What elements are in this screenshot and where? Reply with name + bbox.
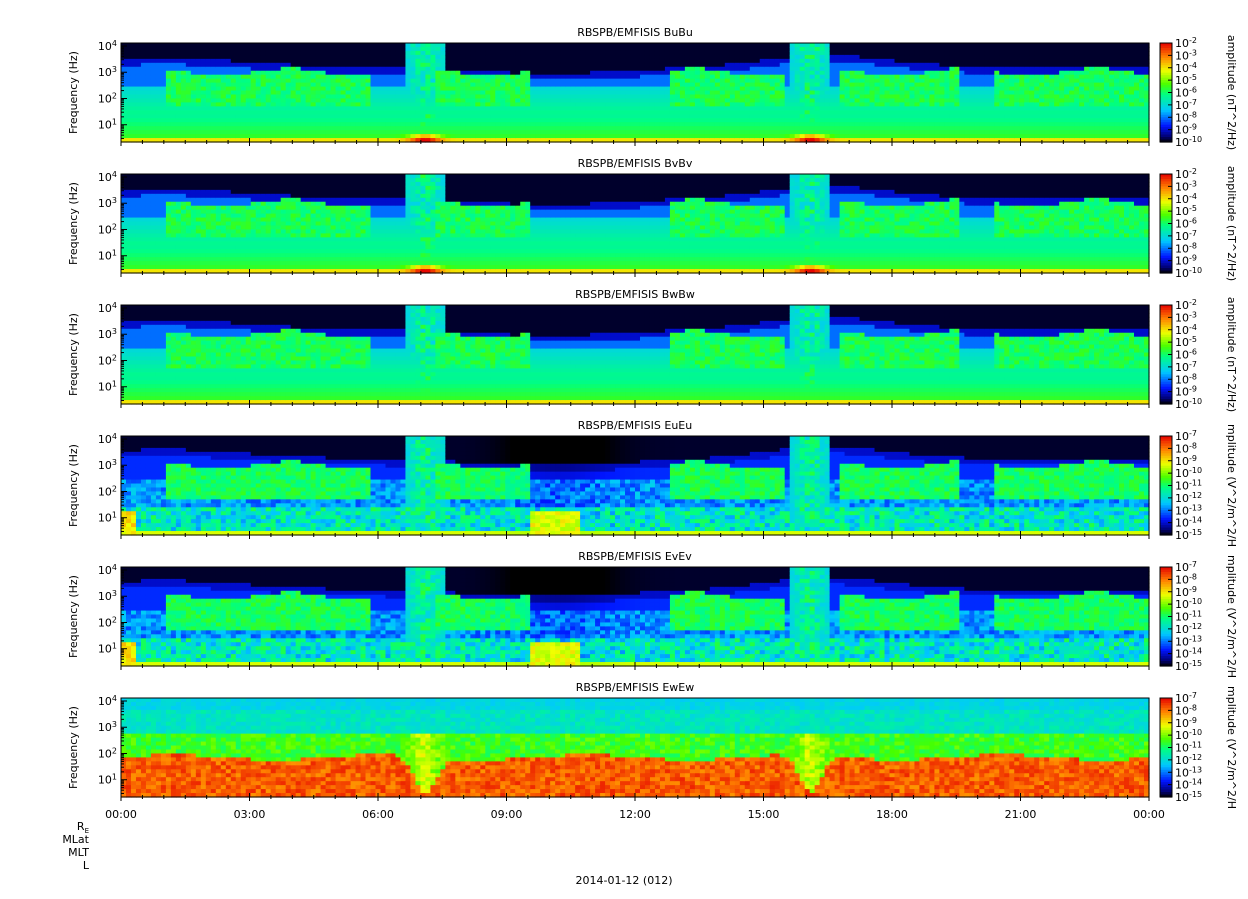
x-tick-label: 21:00 (1005, 808, 1037, 821)
colorbar-label: amplitude (nT^2/Hz) (1225, 35, 1238, 150)
y-tick-label: 102 (98, 91, 117, 105)
y-tick-label: 101 (98, 773, 117, 787)
colorbar-tick-label: 10-10 (1175, 397, 1202, 411)
spectrogram-heatmap (121, 698, 1150, 798)
colorbar-label: mplitude (V^2/m^2/H (1225, 424, 1238, 547)
panel-title: RBSPB/EMFISIS EwEw (576, 681, 694, 694)
panel-4: RBSPB/EMFISIS EuEu Frequency (Hz) 101 102 10… (67, 419, 1238, 547)
y-axis-label: Frequency (Hz) (67, 182, 80, 265)
y-tick-label: 101 (98, 249, 117, 263)
y-tick-label: 102 (98, 615, 117, 629)
date-label: 2014-01-12 (012) (0, 874, 1248, 887)
y-axis-label: Frequency (Hz) (67, 444, 80, 527)
colorbar: 10-710-810-910-1010-1110-1210-1310-1410-… (1160, 424, 1238, 547)
colorbar-label: mplitude (V^2/m^2/H (1225, 555, 1238, 678)
ephemeris-label-l: L (49, 859, 89, 872)
spectrogram-heatmap (121, 174, 1150, 274)
colorbar: 10-210-310-410-510-610-710-810-910-10 amp… (1160, 166, 1238, 281)
y-tick-label: 101 (98, 511, 117, 525)
x-tick-label: 03:00 (234, 808, 266, 821)
y-tick-label: 104 (98, 432, 117, 446)
panel-3: RBSPB/EMFISIS BwBw Frequency (Hz) 101 102 10… (67, 288, 1238, 412)
spectrogram-heatmap (121, 567, 1150, 667)
x-tick-label: 15:00 (748, 808, 780, 821)
y-axis-label: Frequency (Hz) (67, 313, 80, 396)
x-tick-label: 18:00 (876, 808, 908, 821)
colorbar-tick-label: 10-15 (1175, 790, 1202, 804)
y-tick-label: 103 (98, 589, 117, 603)
panel-title: RBSPB/EMFISIS EuEu (578, 419, 692, 432)
panel-6: RBSPB/EMFISIS EwEw Frequency (Hz) 101 102 10… (67, 681, 1238, 809)
y-tick-label: 104 (98, 39, 117, 53)
panel-1: RBSPB/EMFISIS BuBu Frequency (Hz) 101 102 10… (67, 26, 1238, 150)
y-axis-label: Frequency (Hz) (67, 575, 80, 658)
y-tick-label: 103 (98, 458, 117, 472)
colorbar-label: amplitude (nT^2/Hz) (1225, 166, 1238, 281)
colorbar: 10-710-810-910-1010-1110-1210-1310-1410-… (1160, 686, 1238, 809)
y-tick-label: 104 (98, 170, 117, 184)
spectrogram-heatmap (121, 305, 1150, 405)
spectrogram-heatmap (121, 43, 1150, 143)
y-axis-label: Frequency (Hz) (67, 51, 80, 134)
panel-2: RBSPB/EMFISIS BvBv Frequency (Hz) 101 102 10… (67, 157, 1238, 281)
panel-title: RBSPB/EMFISIS BuBu (577, 26, 693, 39)
colorbar-tick-label: 10-15 (1175, 659, 1202, 673)
y-tick-label: 103 (98, 65, 117, 79)
ephemeris-label-mlat: MLat (49, 833, 89, 846)
x-tick-label: 09:00 (491, 808, 523, 821)
colorbar: 10-210-310-410-510-610-710-810-910-10 amp… (1160, 297, 1238, 412)
x-tick-label: 00:00 (1133, 808, 1165, 821)
colorbar-label: amplitude (nT^2/Hz) (1225, 297, 1238, 412)
y-tick-label: 103 (98, 720, 117, 734)
y-tick-label: 104 (98, 694, 117, 708)
x-tick-label: 00:00 (105, 808, 137, 821)
spectrogram-heatmap (121, 436, 1150, 536)
y-tick-label: 102 (98, 222, 117, 236)
y-tick-label: 101 (98, 380, 117, 394)
y-tick-label: 101 (98, 118, 117, 132)
y-tick-label: 102 (98, 746, 117, 760)
colorbar-tick-label: 10-15 (1175, 528, 1202, 542)
y-tick-label: 104 (98, 563, 117, 577)
colorbar-label: mplitude (V^2/m^2/H (1225, 686, 1238, 809)
ephemeris-label-mlt: MLT (49, 846, 89, 859)
y-tick-label: 102 (98, 353, 117, 367)
colorbar: 10-210-310-410-510-610-710-810-910-10 amp… (1160, 35, 1238, 150)
y-tick-label: 101 (98, 642, 117, 656)
colorbar: 10-710-810-910-1010-1110-1210-1310-1410-… (1160, 555, 1238, 678)
x-axis-labels: 00:00 03:00 06:00 09:00 12:00 15:00 18:00 21:00… (105, 808, 1165, 821)
panel-5: RBSPB/EMFISIS EvEv Frequency (Hz) 101 102 10… (67, 550, 1238, 678)
y-axis-label: Frequency (Hz) (67, 706, 80, 789)
x-tick-label: 12:00 (619, 808, 651, 821)
colorbar-tick-label: 10-10 (1175, 135, 1202, 149)
y-tick-label: 102 (98, 484, 117, 498)
y-tick-label: 104 (98, 301, 117, 315)
y-tick-label: 103 (98, 327, 117, 341)
panel-title: RBSPB/EMFISIS EvEv (578, 550, 692, 563)
panel-title: RBSPB/EMFISIS BwBw (575, 288, 695, 301)
colorbar-tick-label: 10-10 (1175, 266, 1202, 280)
x-tick-label: 06:00 (362, 808, 394, 821)
panel-title: RBSPB/EMFISIS BvBv (578, 157, 693, 170)
y-tick-label: 103 (98, 196, 117, 210)
